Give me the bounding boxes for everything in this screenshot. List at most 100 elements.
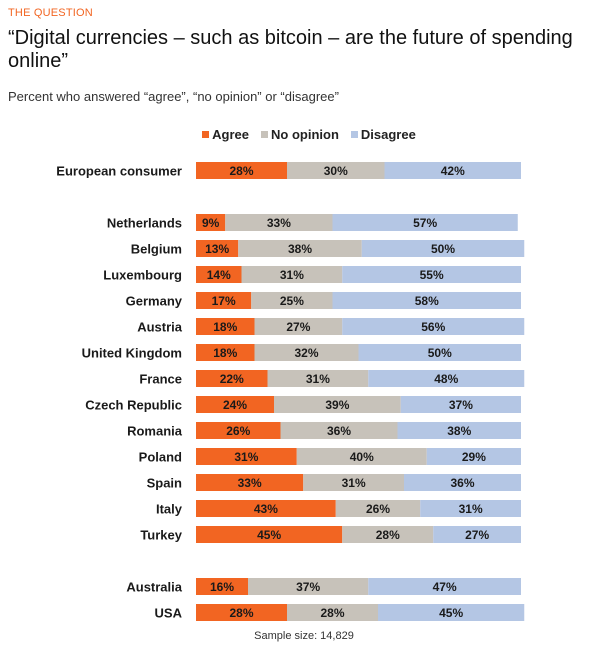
data-label-disagree: 47%	[433, 580, 457, 594]
legend: Agree No opinion Disagree	[0, 127, 608, 142]
data-label-no-opinion: 31%	[306, 372, 330, 386]
row-label: Austria	[137, 320, 183, 335]
data-label-agree: 14%	[207, 268, 231, 282]
bar-segment-agree	[196, 214, 226, 231]
bar-segment-disagree	[342, 266, 521, 283]
legend-label-agree: Agree	[212, 127, 250, 142]
data-label-disagree: 48%	[434, 372, 458, 386]
row-label: European consumer	[56, 164, 182, 179]
bar-segment-no-opinion	[287, 604, 378, 621]
chart-subtitle: Percent who answered “agree”, “no opinio…	[8, 89, 339, 104]
row-label: Australia	[126, 580, 182, 595]
data-label-agree: 9%	[202, 216, 220, 230]
bar-segment-disagree	[361, 240, 525, 257]
data-label-disagree: 27%	[465, 528, 489, 542]
bar-segment-disagree	[368, 578, 521, 595]
bar-segment-agree	[196, 344, 255, 361]
legend-swatch-no-opinion	[261, 131, 269, 138]
bar-segment-no-opinion	[225, 214, 333, 231]
legend-label-no-opinion: No opinion	[271, 127, 339, 142]
data-label-no-opinion: 40%	[350, 450, 374, 464]
bar-segment-agree	[196, 162, 287, 179]
data-label-no-opinion: 36%	[327, 424, 351, 438]
data-label-agree: 18%	[213, 346, 237, 360]
bar-segment-disagree	[378, 604, 525, 621]
bar-segment-disagree	[332, 214, 518, 231]
data-label-agree: 13%	[205, 242, 229, 256]
legend-item-no-opinion: No opinion	[261, 127, 339, 142]
data-label-agree: 24%	[223, 398, 247, 412]
bar-segment-agree	[196, 370, 268, 387]
bar-segment-disagree	[397, 422, 521, 439]
data-label-agree: 45%	[257, 528, 281, 542]
data-label-no-opinion: 31%	[342, 476, 366, 490]
data-label-agree: 31%	[234, 450, 258, 464]
data-label-no-opinion: 28%	[320, 606, 344, 620]
data-label-disagree: 55%	[420, 268, 444, 282]
bar-segment-agree	[196, 422, 281, 439]
data-label-agree: 28%	[229, 164, 253, 178]
bar-segment-agree	[196, 266, 242, 283]
row-label: France	[139, 372, 182, 387]
data-label-agree: 33%	[238, 476, 262, 490]
row-label: Belgium	[131, 242, 182, 257]
row-label: Czech Republic	[85, 398, 182, 413]
bar-segment-agree	[196, 604, 287, 621]
row-label: Turkey	[140, 528, 182, 543]
bar-segment-no-opinion	[274, 396, 401, 413]
bar-segment-agree	[196, 396, 274, 413]
bar-segment-agree	[196, 526, 343, 543]
data-label-disagree: 38%	[447, 424, 471, 438]
stacked-bar-chart: European consumer 28% 30% 42% Netherlands 9% 3…	[56, 162, 525, 621]
bar-segment-no-opinion	[254, 344, 359, 361]
bar-segment-no-opinion	[238, 240, 362, 257]
data-label-no-opinion: 38%	[288, 242, 312, 256]
bar-segment-disagree	[400, 396, 521, 413]
data-label-disagree: 50%	[431, 242, 455, 256]
bar-segment-no-opinion	[241, 266, 343, 283]
data-label-agree: 26%	[226, 424, 250, 438]
bar-segment-agree	[196, 318, 255, 335]
bar-segment-no-opinion	[342, 526, 434, 543]
bar-segment-disagree	[404, 474, 521, 491]
bar-segment-disagree	[342, 318, 525, 335]
bar-segment-no-opinion	[248, 578, 369, 595]
data-label-disagree: 36%	[450, 476, 474, 490]
data-label-no-opinion: 39%	[325, 398, 349, 412]
bar-segment-disagree	[358, 344, 521, 361]
sample-size-note: Sample size: 14,829	[254, 630, 354, 642]
data-label-no-opinion: 28%	[376, 528, 400, 542]
data-label-no-opinion: 26%	[366, 502, 390, 516]
kicker: THE QUESTION	[8, 7, 93, 19]
data-label-disagree: 57%	[413, 216, 437, 230]
data-label-disagree: 56%	[421, 320, 445, 334]
data-label-agree: 22%	[220, 372, 244, 386]
bar-segment-no-opinion	[287, 162, 385, 179]
data-label-no-opinion: 37%	[296, 580, 320, 594]
data-label-disagree: 42%	[441, 164, 465, 178]
legend-swatch-disagree	[350, 131, 358, 138]
data-label-agree: 28%	[229, 606, 253, 620]
bar-segment-disagree	[384, 162, 521, 179]
data-label-disagree: 37%	[449, 398, 473, 412]
bar-segment-agree	[196, 292, 252, 309]
bar-segment-agree	[196, 578, 248, 595]
data-label-agree: 43%	[254, 502, 278, 516]
row-label: Spain	[147, 476, 182, 491]
chart-title: “Digital currencies – such as bitcoin – …	[8, 27, 573, 72]
row-label: Germany	[126, 294, 183, 309]
bar-segment-no-opinion	[303, 474, 404, 491]
data-label-disagree: 50%	[428, 346, 452, 360]
bar-segment-no-opinion	[254, 318, 343, 335]
legend-label-disagree: Disagree	[360, 127, 416, 142]
bar-segment-no-opinion	[251, 292, 333, 309]
bar-segment-no-opinion	[296, 448, 427, 465]
row-label: Netherlands	[107, 216, 182, 231]
data-label-agree: 16%	[210, 580, 234, 594]
legend-item-disagree: Disagree	[350, 127, 416, 142]
data-label-disagree: 31%	[459, 502, 483, 516]
data-label-no-opinion: 31%	[280, 268, 304, 282]
row-label: Poland	[139, 450, 182, 465]
data-label-no-opinion: 25%	[280, 294, 304, 308]
legend-swatch-agree	[202, 131, 210, 138]
